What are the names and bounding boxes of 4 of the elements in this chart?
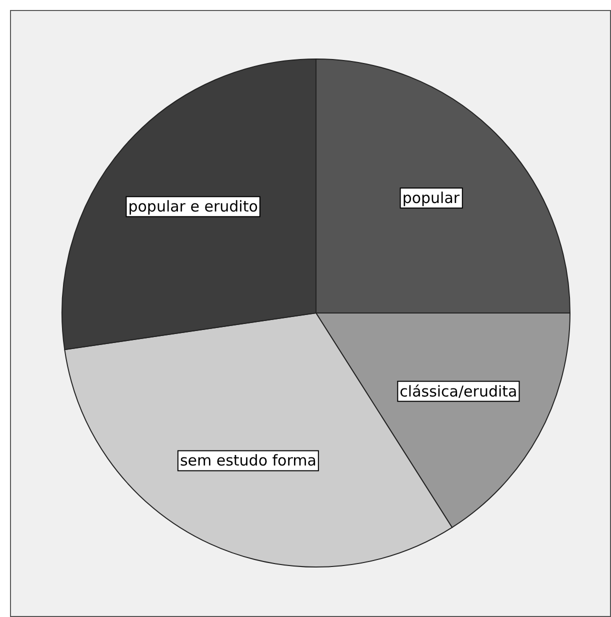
slice-label: popular [402,189,460,208]
slice-label: clássica/erudita [400,382,518,400]
slice-label: sem estudo forma [180,452,316,470]
slice-label: popular e erudito [128,198,258,216]
